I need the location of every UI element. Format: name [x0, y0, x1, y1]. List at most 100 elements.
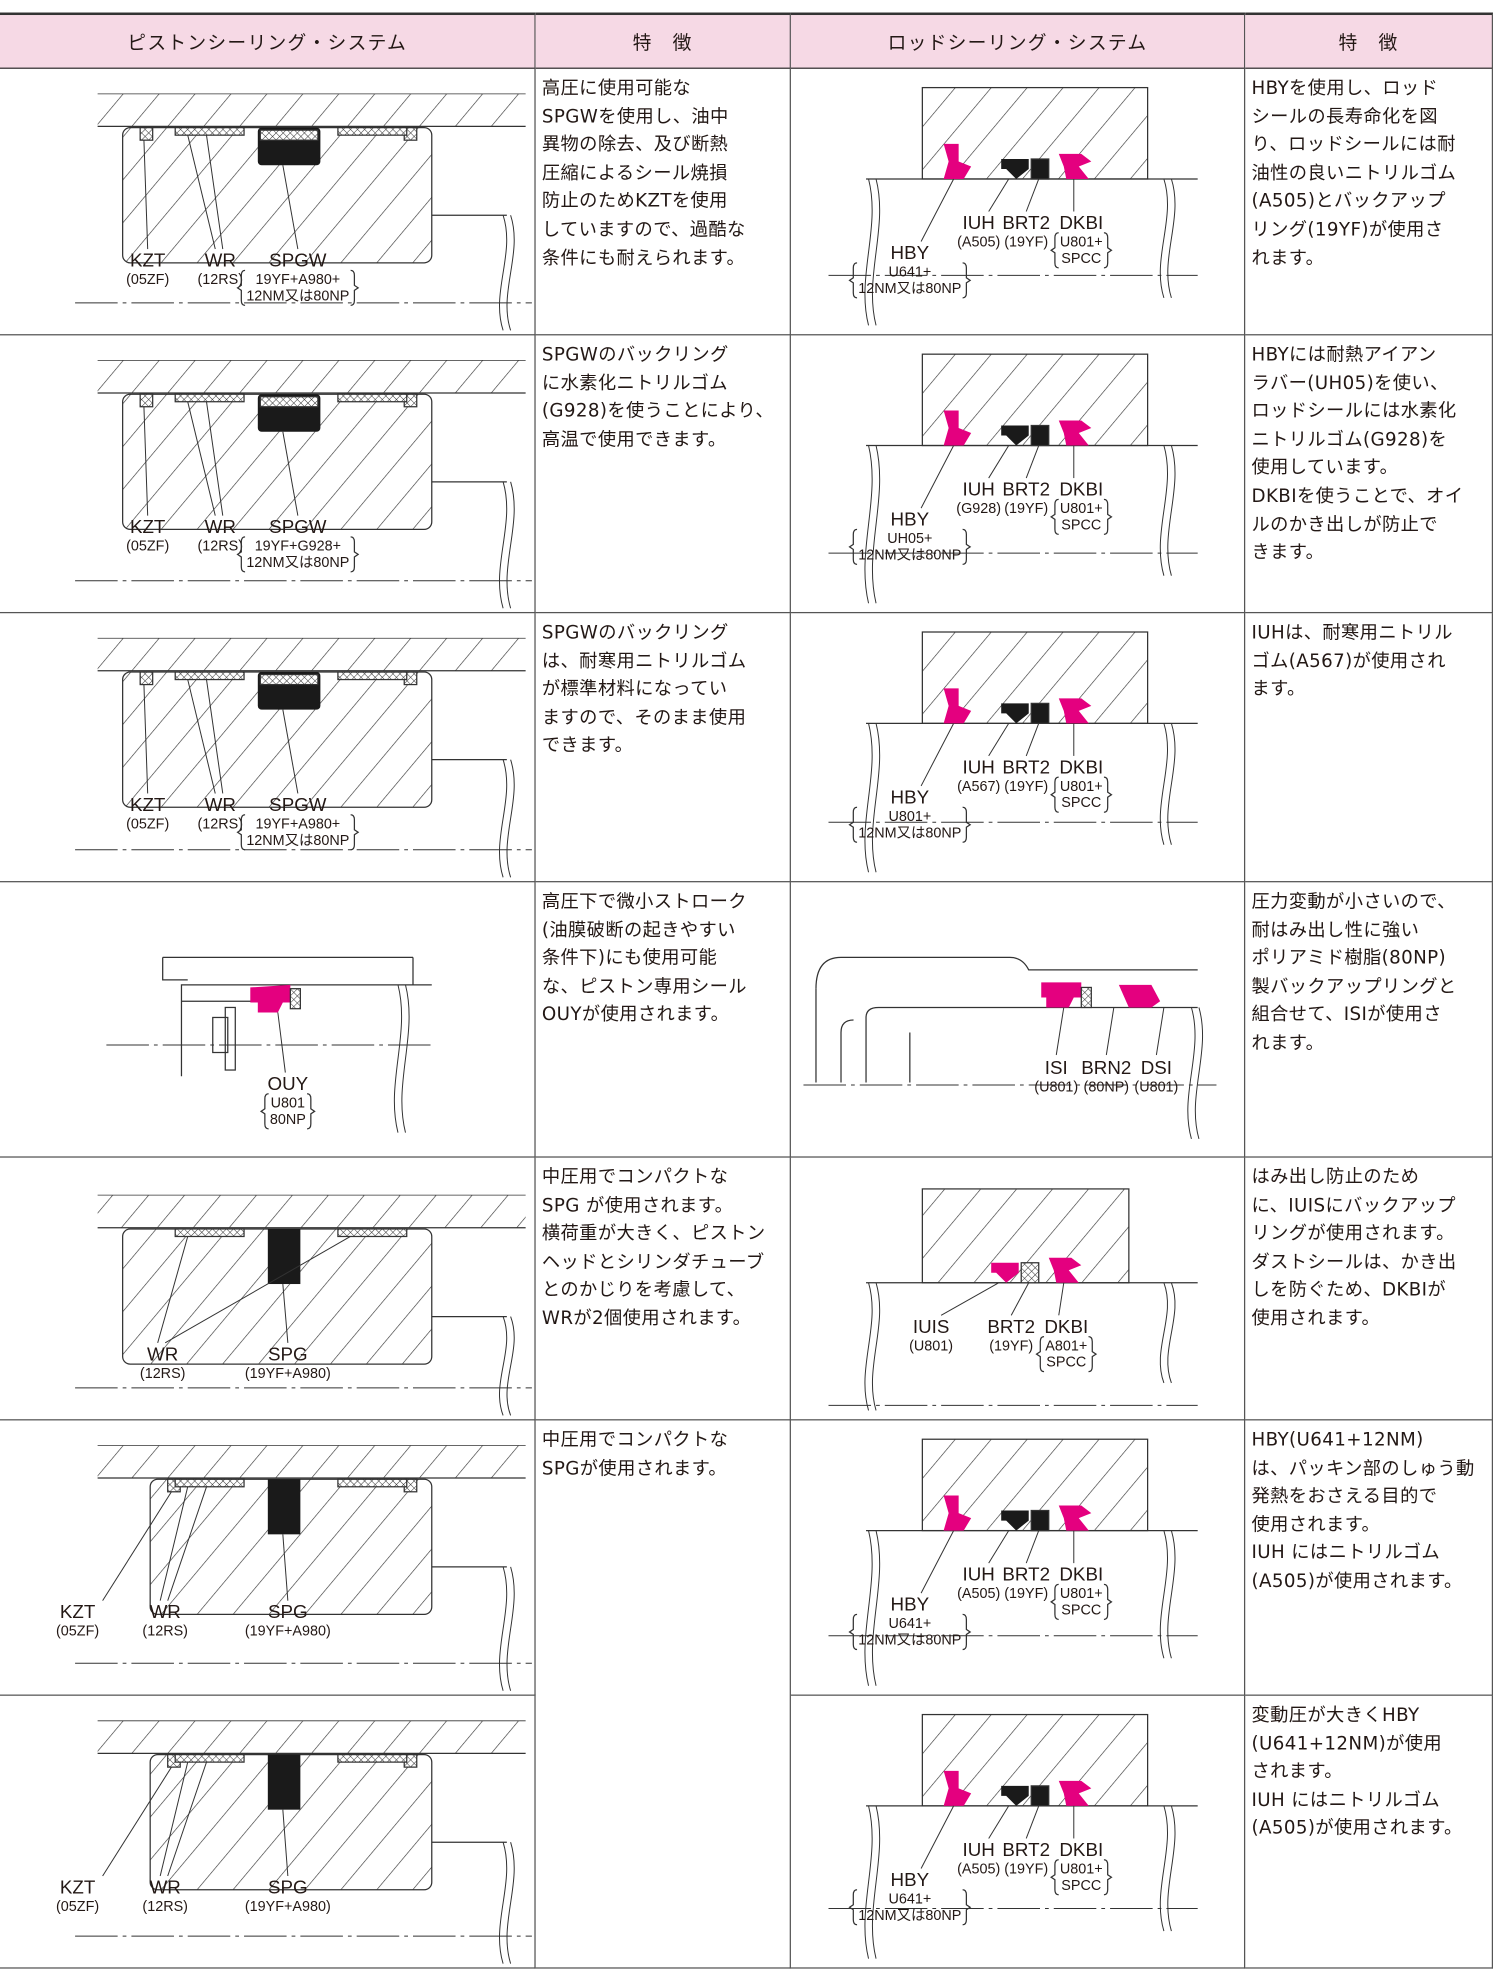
material-label: SPCC	[1046, 1355, 1086, 1371]
material-label: (U801)	[1034, 1079, 1078, 1095]
leader-line	[206, 401, 224, 516]
material-label: (19YF+A980)	[245, 1899, 331, 1915]
bracket	[350, 269, 360, 306]
feature-line: していますので、過酷な	[541, 218, 746, 241]
housing	[97, 93, 526, 127]
bracket	[848, 1889, 858, 1926]
seal	[174, 127, 245, 136]
leader-line	[940, 1282, 999, 1316]
leader-line	[159, 1761, 189, 1877]
feature-line: リングが使用されます。	[1251, 1222, 1455, 1245]
seal	[1058, 1780, 1092, 1806]
leader-line	[282, 1534, 289, 1601]
housing	[97, 360, 526, 393]
leader-line	[920, 723, 955, 787]
break-line	[499, 1842, 515, 1964]
leader-line	[206, 679, 224, 794]
seal	[337, 1228, 408, 1238]
feature-line: シールの長寿命化を図	[1251, 105, 1438, 128]
bracket	[1050, 776, 1059, 813]
piston-drawing: KZT(05ZF) WR(12RS) SPG(19YF+A980)	[56, 1720, 532, 1964]
seal	[943, 410, 972, 446]
part-label: IUH	[963, 212, 995, 233]
material-label: (19YF+A980)	[245, 1624, 331, 1640]
seal	[1058, 420, 1092, 446]
material-label: SPCC	[1061, 251, 1101, 267]
seal	[250, 984, 291, 1013]
seal	[1058, 698, 1092, 724]
material-label: (05ZF)	[126, 539, 169, 555]
drawing-cell: IUH (A505) BRT2 (19YF) DKBI U801+ SPCC HBY U641+…	[790, 68, 1246, 336]
feature-cell: 中圧用でコンパクトな SPG が使用されます。 横荷重が大きく、ピストン ヘッドとシリ…	[535, 1157, 791, 1421]
material-label: (A505)	[957, 1861, 1000, 1877]
leader-line	[920, 178, 955, 242]
seal	[267, 1228, 301, 1285]
leader-line	[1025, 1530, 1040, 1564]
rod-drawing: IUH(A567)BRT2(19YF)DKBIU801+SPCCHBYU801+…	[828, 631, 1198, 873]
seal	[139, 671, 154, 686]
seal	[943, 1495, 972, 1531]
leader-line	[988, 1530, 1010, 1564]
part-label: WR	[205, 516, 236, 537]
feature-line: 組合せて、ISIが使用さ	[1251, 1004, 1442, 1026]
seal	[289, 988, 301, 1010]
part-label: BRT2	[1002, 212, 1050, 233]
feature-line: SPGが使用されます。	[541, 1457, 728, 1479]
seal	[267, 1754, 301, 1810]
material-label: A801+	[1045, 1338, 1087, 1354]
feature-line: DKBIを使うことで、オイ	[1251, 485, 1464, 507]
part-label: SPG	[268, 1343, 308, 1364]
piston-drawing: KZT(05ZF) WR(12RS) SPGW19YF+A980+12NM又は80N…	[75, 637, 532, 878]
piston-drawing: WR (12RS) SPG (19YF+A980)	[75, 1194, 532, 1416]
break-line	[864, 1805, 881, 1959]
bracket	[1103, 232, 1113, 269]
material-label: U801+	[1060, 1586, 1103, 1602]
material-label: (12RS)	[197, 816, 243, 832]
feature-line: 中圧用でコンパクトな	[541, 1166, 729, 1188]
leader-line	[277, 1012, 286, 1073]
seal	[337, 393, 408, 403]
leader-line	[206, 135, 224, 250]
part-label: KZT	[60, 1877, 96, 1898]
material-label: (U801)	[909, 1338, 953, 1354]
seal	[943, 143, 972, 179]
part-label: IUIS	[913, 1316, 950, 1337]
material-label: (12RS)	[142, 1899, 188, 1915]
feature-line: 高圧下で微小ストローク	[541, 891, 747, 913]
break-line	[864, 1282, 881, 1411]
leader-line	[988, 445, 1010, 479]
part-label: KZT	[130, 250, 166, 271]
material-label: SPCC	[1061, 795, 1101, 811]
drawing-cell: KZT (05ZF) WR (12RS) SPG (19YF+A980)	[0, 1695, 536, 1969]
part-label: DKBI	[1059, 479, 1103, 500]
seal	[174, 393, 245, 403]
material-label: (G928)	[956, 501, 1001, 517]
feature-line: できます。	[541, 735, 634, 757]
break-line	[499, 1316, 515, 1416]
housing	[97, 1195, 526, 1228]
material-label: (19YF)	[989, 1338, 1033, 1354]
feature-cell: 高圧下で微小ストローク (油膜破断の起きやすい 条件下)にも使用可能 な、ピストン専用…	[535, 882, 791, 1158]
material-label: (12RS)	[140, 1366, 186, 1382]
feature-cell: SPGWのバックリング は、耐寒用ニトリルゴム が標準材料になってい ますので、そのま…	[535, 613, 791, 883]
seal	[991, 1262, 1019, 1283]
piston-drawing: KZT (05ZF) WR (12RS) SPGW 19YF+G928+12NM又は80N…	[75, 360, 532, 609]
part-label: OUY	[268, 1073, 309, 1094]
part-label: DKBI	[1059, 1839, 1103, 1860]
material-label: SPCC	[1061, 1602, 1101, 1618]
shape	[815, 988, 911, 1083]
feature-line: しを防ぐため、DKBIが	[1251, 1279, 1447, 1301]
feature-line: 中圧用でコンパクトな	[541, 1429, 729, 1451]
part-label: BRT2	[987, 1316, 1035, 1337]
header-cell: 特 徴	[1245, 12, 1493, 69]
feature-line: はみ出し防止のため	[1251, 1166, 1420, 1188]
feature-line: WRが2個使用されます。	[541, 1307, 752, 1330]
bracket	[1050, 498, 1059, 536]
leader-line	[164, 1236, 351, 1344]
break-line	[864, 723, 881, 873]
seal	[1118, 984, 1161, 1008]
header-cell: ロッドシーリング・システム	[790, 12, 1246, 69]
material-label: (19YF)	[1004, 235, 1048, 251]
leader-line	[1025, 445, 1040, 479]
leader-line	[143, 140, 149, 250]
